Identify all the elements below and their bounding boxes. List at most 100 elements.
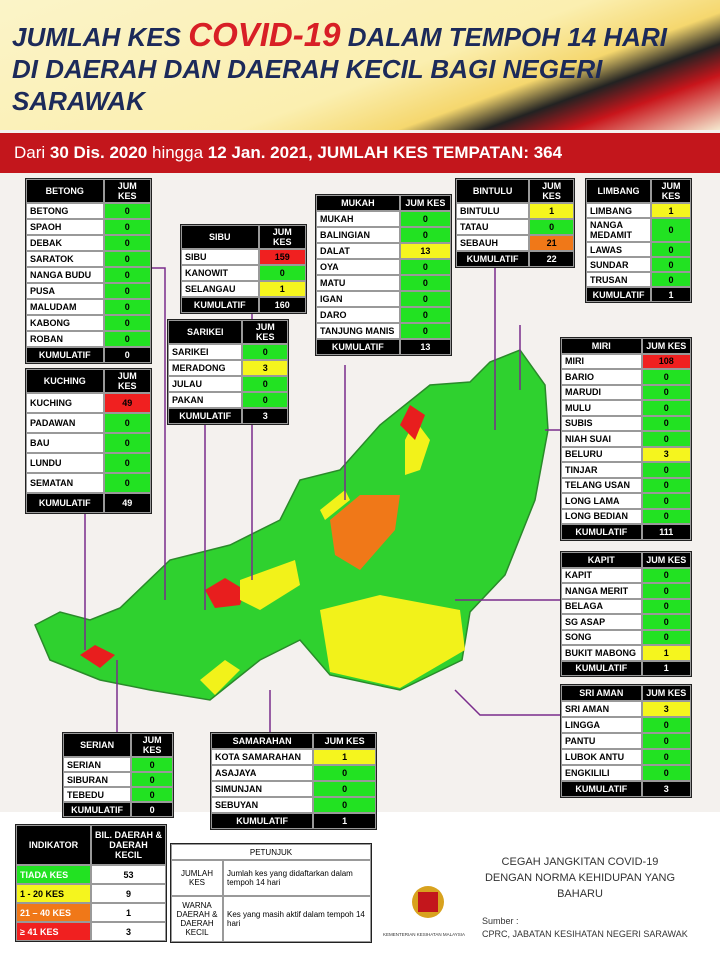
total-value: 0 (103, 347, 151, 363)
district-name: SIBURAN (63, 772, 132, 787)
table-row: TELANG USAN 0 (561, 477, 691, 493)
district-name: PAKAN (168, 392, 243, 408)
district-name: ASAJAYA (211, 765, 314, 781)
district-name: OYA (316, 259, 400, 275)
banner-text: hingga (152, 143, 204, 162)
table-row: LINGGA 0 (561, 717, 691, 733)
division-name: SIBU (181, 225, 259, 249)
total-label: KUMULATIF (561, 781, 642, 797)
table-row: SPAOH 0 (26, 219, 151, 235)
table-row: NANGA MERIT 0 (561, 583, 691, 599)
total-row: KUMULATIF 49 (26, 493, 151, 513)
total-value: 0 (131, 802, 173, 817)
table-row: SEBAUH 21 (456, 235, 574, 251)
table-header: KUCHING JUM KES (26, 369, 151, 393)
table-row: JULAU 0 (168, 376, 288, 392)
region-yellow (320, 490, 350, 520)
district-name: MULU (561, 400, 642, 416)
table-header: BINTULU JUM KES (456, 179, 574, 203)
case-count: 0 (641, 733, 691, 749)
case-count: 0 (641, 415, 691, 431)
district-name: ENGKILILI (561, 765, 642, 781)
case-count: 0 (651, 218, 691, 242)
total-label: KUMULATIF (211, 813, 314, 829)
source: CPRC, JABATAN KESIHATAN NEGERI SARAWAK (482, 929, 688, 939)
district-table: SAMARAHAN JUM KES KOTA SAMARAHAN 1 ASAJAYA 0 S… (210, 732, 377, 830)
case-count: 0 (641, 583, 691, 599)
table-row: LUNDU 0 (26, 453, 151, 473)
column-header: JUM KES (131, 733, 173, 757)
indicator-count: 53 (91, 865, 166, 884)
slogan: CEGAH JANGKITAN COVID-19 DENGAN NORMA KE… (484, 856, 676, 900)
table-row: ROBAN 0 (26, 331, 151, 347)
legend-desc: Jumlah kes yang didaftarkan dalam tempoh… (223, 860, 371, 896)
district-name: MIRI (561, 353, 642, 369)
total-label: KUMULATIF (586, 287, 652, 302)
table-row: SUNDAR 0 (586, 257, 691, 272)
total-value: 22 (529, 251, 574, 267)
table-row: KABONG 0 (26, 315, 151, 331)
column-header: JUM KES (641, 685, 691, 701)
district-name: SPAOH (26, 219, 104, 235)
district-name: BAU (26, 433, 104, 453)
district-table: BINTULU JUM KES BINTULU 1 TATAU 0 SEBAUH 21 KUMU… (455, 178, 575, 268)
title-text: JUMLAH KES (12, 22, 182, 52)
district-name: SRI AMAN (561, 701, 642, 717)
table-row: PADAWAN 0 (26, 413, 151, 433)
table-row: JUMLAH KES Jumlah kes yang didaftarkan da… (171, 860, 371, 896)
district-name: SG ASAP (561, 614, 642, 630)
district-name: SEBUYAN (211, 797, 314, 813)
division-name: KUCHING (26, 369, 104, 393)
case-count: 0 (399, 307, 451, 323)
case-count: 0 (641, 431, 691, 447)
case-count: 0 (103, 283, 151, 299)
column-header: JUM KES (641, 552, 691, 568)
legend-term: WARNA DAERAH & DAERAH KECIL (171, 896, 223, 942)
case-count: 0 (313, 765, 376, 781)
table-row: DEBAK 0 (26, 235, 151, 251)
district-name: NANGA MEDAMIT (586, 218, 652, 242)
case-count: 1 (641, 645, 691, 661)
case-count: 159 (258, 249, 306, 265)
table-header: SARIKEI JUM KES (168, 320, 288, 344)
district-name: IGAN (316, 291, 400, 307)
case-count: 108 (641, 353, 691, 369)
case-count: 3 (641, 446, 691, 462)
table-row: NANGA MEDAMIT 0 (586, 218, 691, 242)
column-header: JUM KES (103, 179, 151, 203)
district-name: TATAU (456, 219, 530, 235)
column-header: BIL. DAERAH & DAERAH KECIL (91, 825, 166, 865)
table-row: MUKAH 0 (316, 211, 451, 227)
district-name: DARO (316, 307, 400, 323)
table-row: KUCHING 49 (26, 393, 151, 413)
case-count: 0 (641, 765, 691, 781)
case-count: 0 (641, 567, 691, 583)
region-yellow (320, 595, 465, 688)
district-name: BELURU (561, 446, 642, 462)
title-highlight: COVID-19 (188, 16, 341, 53)
total-row: KUMULATIF 0 (63, 802, 173, 817)
banner-date: 12 Jan. 2021, JUMLAH KES TEMPATAN: 364 (207, 143, 563, 162)
table-header: SRI AMAN JUM KES (561, 685, 691, 701)
indicator-label: ≥ 41 KES (16, 922, 91, 941)
total-row: KUMULATIF 111 (561, 524, 691, 540)
table-row: OYA 0 (316, 259, 451, 275)
title-text: DALAM TEMPOH 14 HARI (347, 22, 667, 52)
table-row: TANJUNG MANIS 0 (316, 323, 451, 339)
district-name: LAWAS (586, 242, 652, 257)
case-count: 0 (641, 508, 691, 524)
case-count: 0 (258, 265, 306, 281)
district-name: LONG BEDIAN (561, 508, 642, 524)
total-row: KUMULATIF 1 (211, 813, 376, 829)
district-name: SARIKEI (168, 344, 243, 360)
column-header: INDIKATOR (16, 825, 91, 865)
legend-title: PETUNJUK (171, 844, 371, 860)
table-row: MULU 0 (561, 400, 691, 416)
region-red (205, 578, 245, 608)
table-row: PAKAN 0 (168, 392, 288, 408)
table-row: IGAN 0 (316, 291, 451, 307)
total-value: 111 (641, 524, 691, 540)
table-header: KAPIT JUM KES (561, 552, 691, 568)
